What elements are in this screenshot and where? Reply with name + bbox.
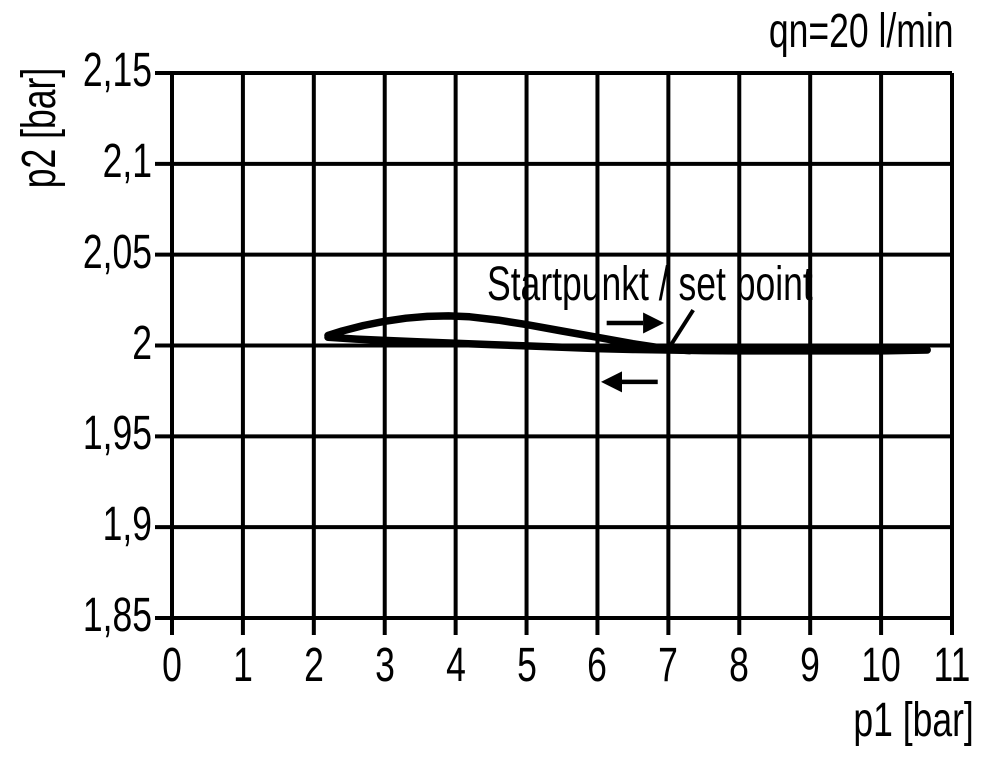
x-tick-label: 10 [861,639,901,692]
x-tick-label: 4 [445,639,466,692]
set-point-label: Startpunkt / set point [487,258,813,311]
hysteresis-curve-upper-branch-increasing-p1 [324,312,694,355]
direction-arrow-head-left [601,371,622,393]
y-tick-label: 1,9 [102,498,152,552]
y-tick-label: 1,85 [82,589,152,642]
x-tick-label: 7 [658,639,679,692]
y-tick-label: 2,05 [82,225,152,279]
x-tick-label: 5 [516,639,537,692]
x-tick-label: 1 [233,639,253,692]
y-tick-label: 2,15 [82,44,152,97]
y-tick-label: 1,95 [82,407,152,461]
x-tick-label: 6 [587,639,608,692]
x-tick-label: 8 [729,639,750,692]
x-tick-label: 2 [303,639,324,692]
hysteresis-curve-lower-branch-decreasing-p1 [324,333,931,355]
y-tick-label: 2 [132,316,152,370]
x-tick-label: 9 [800,639,821,692]
x-tick-label: 11 [933,639,971,692]
y-tick-label: 2,1 [102,134,152,188]
x-axis-title: p1 [bar] [853,694,974,747]
flow-rate-annotation: qn=20 l/min [768,5,953,58]
x-tick-label: 0 [162,639,182,692]
direction-arrow-head-right [643,312,665,334]
x-tick-label: 3 [374,639,395,692]
set-point-leader-line [665,308,695,352]
